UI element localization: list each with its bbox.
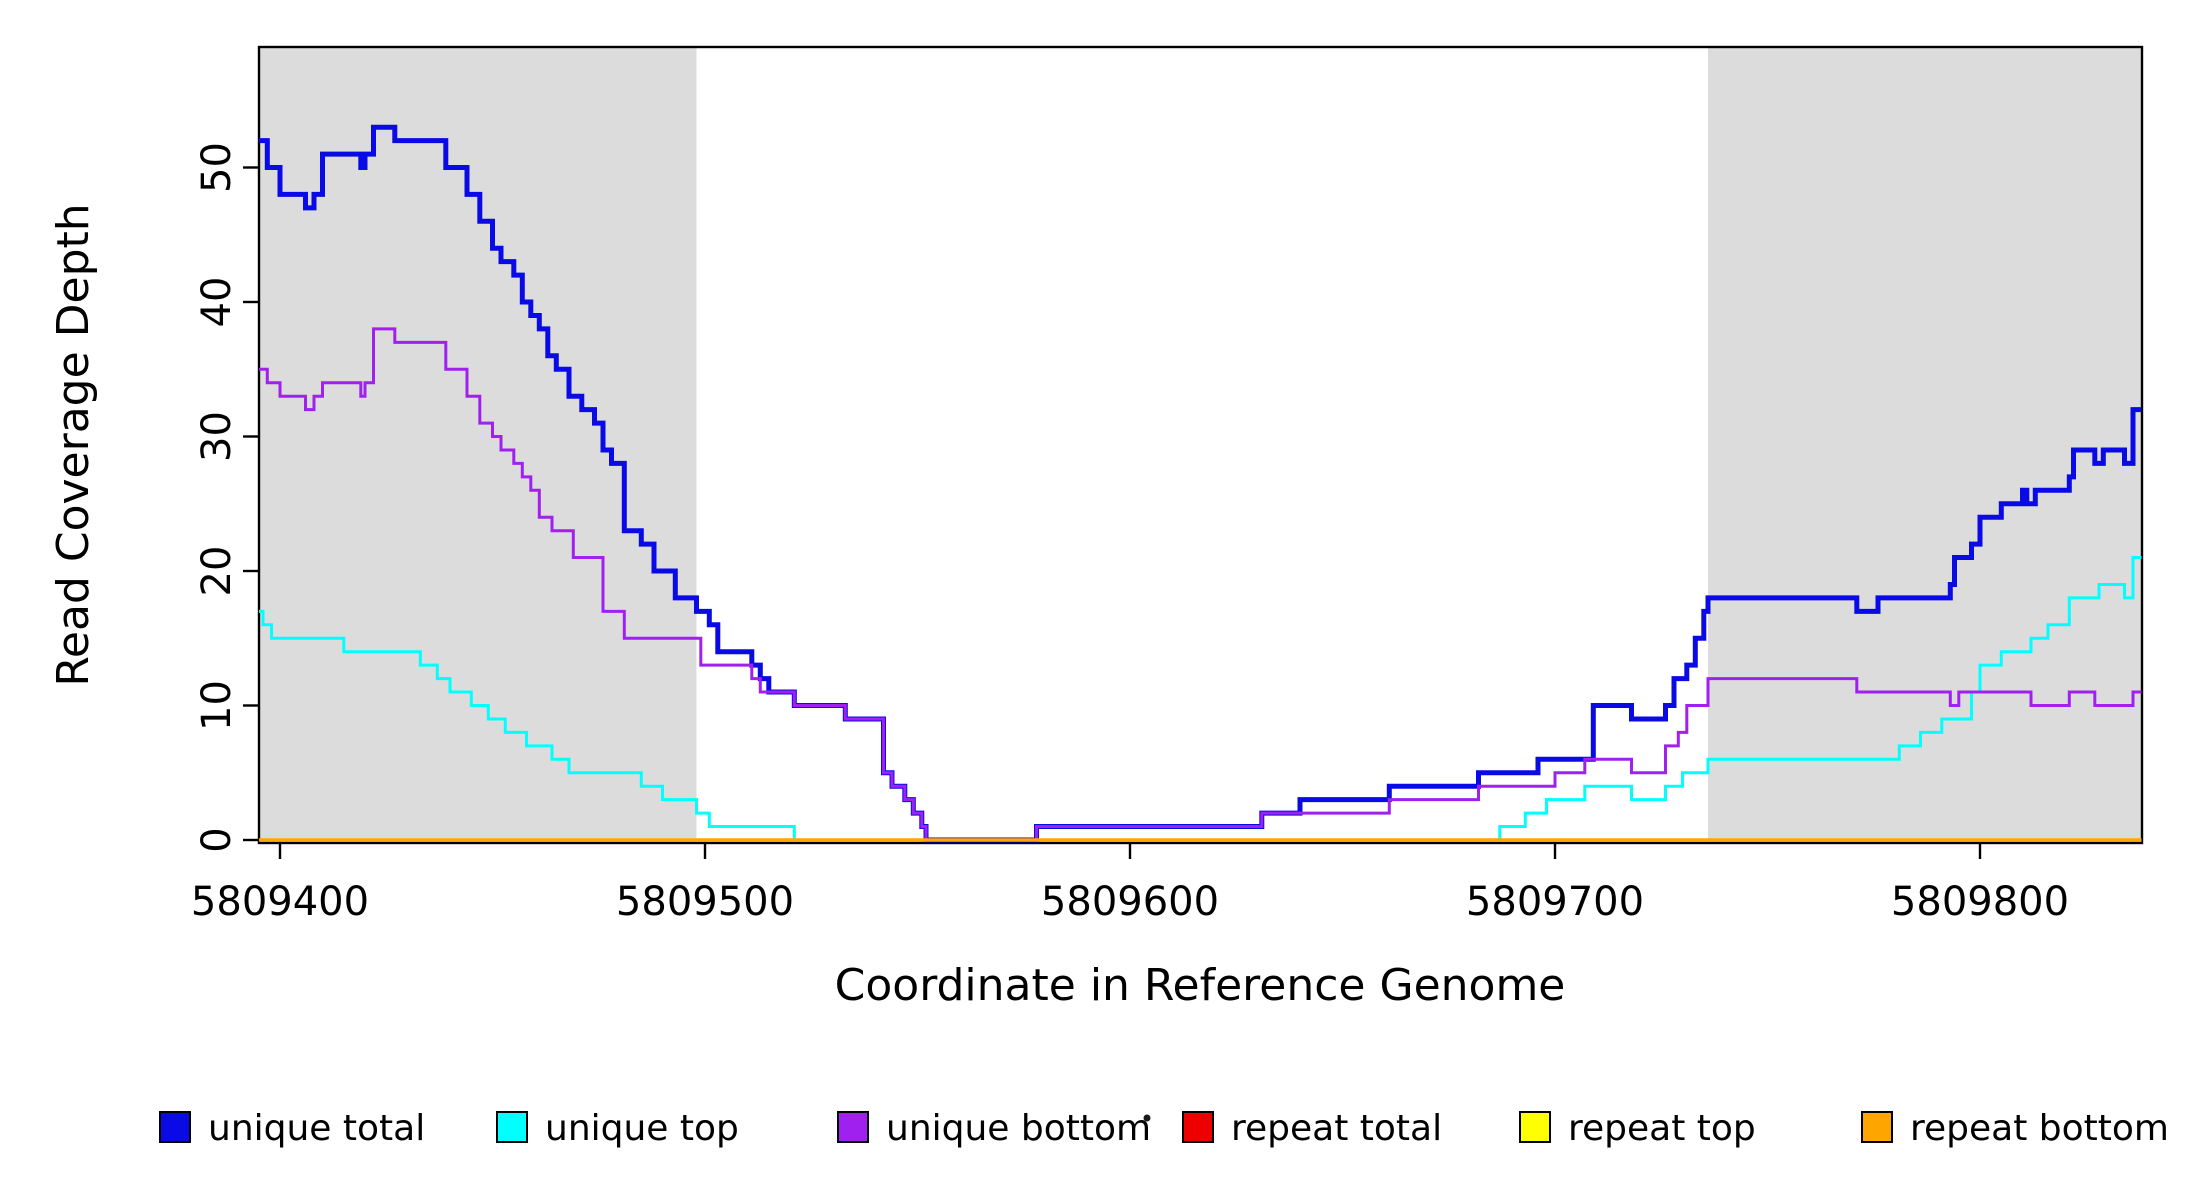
legend-label: repeat top (1568, 1108, 1756, 1149)
x-tick-label: 5809800 (1891, 879, 2069, 925)
plot-border-group (257, 45, 2144, 845)
legend-swatch-repeat-total (1182, 1111, 1214, 1143)
legend-group: unique total unique top unique bottom repea… (159, 1108, 2169, 1149)
legend-swatch-unique-bottom (837, 1111, 869, 1143)
y-tick-label: 10 (194, 680, 240, 731)
x-tick-label: 5809700 (1466, 879, 1644, 925)
legend-swatch-unique-top (496, 1111, 528, 1143)
y-tick-label: 0 (194, 827, 240, 852)
y-tick-label: 40 (194, 277, 240, 328)
y-axis-title: Read Coverage Depth (48, 203, 99, 686)
plot-border (257, 45, 2144, 845)
legend-swatch-unique-total (159, 1111, 191, 1143)
legend-label: unique bottom (886, 1108, 1151, 1149)
x-tick-label: 5809600 (1041, 879, 1219, 925)
legend-item-repeat-total: repeat total (1182, 1108, 1442, 1149)
y-tick-label: 50 (194, 142, 240, 193)
legend-item-unique-bottom: unique bottom (837, 1108, 1151, 1149)
y-tick-label: 20 (194, 546, 240, 597)
series-group (259, 124, 2142, 843)
x-tick-label: 5809400 (191, 879, 369, 925)
legend-item-repeat-top: repeat top (1519, 1108, 1756, 1149)
shaded-regions-group (258, 47, 2142, 843)
series-line-unique-bottom (259, 327, 2142, 842)
y-tick-label: 30 (194, 411, 240, 462)
legend-swatch-repeat-bottom (1861, 1111, 1893, 1143)
legend-label: repeat total (1231, 1108, 1442, 1149)
shaded-region (1708, 47, 2142, 843)
series-line-unique-top (259, 556, 2142, 842)
x-tick-label: 5809500 (616, 879, 794, 925)
legend-label: unique total (208, 1108, 425, 1149)
legend-swatch-repeat-top (1519, 1111, 1551, 1143)
legend-item-repeat-bottom: repeat bottom (1861, 1108, 2169, 1149)
shaded-region (258, 47, 697, 843)
legend-label: repeat bottom (1910, 1108, 2169, 1149)
y-axis-group: 0 10 20 30 40 50 (194, 142, 259, 853)
legend-item-unique-top: unique top (496, 1108, 739, 1149)
x-axis-group: 5809400 5809500 5809600 5809700 5809800 (191, 843, 2069, 925)
x-axis-title: Coordinate in Reference Genome (835, 960, 1566, 1011)
legend-item-unique-total: unique total (159, 1108, 425, 1149)
stray-dot (1143, 1114, 1151, 1122)
legend-label: unique top (545, 1108, 739, 1149)
